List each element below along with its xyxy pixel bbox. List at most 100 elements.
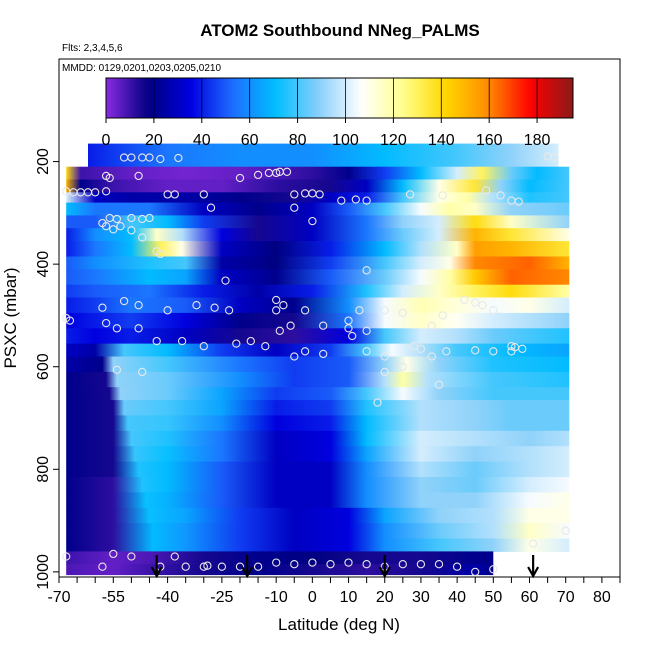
heatmap-band [66, 312, 570, 329]
colorbar-tick-label: 180 [524, 132, 551, 149]
heatmap-band [66, 477, 570, 493]
observation-point [561, 526, 570, 535]
observation-point [398, 362, 407, 371]
heatmap-band [66, 179, 570, 193]
observation-point [434, 380, 444, 389]
observation-point [272, 295, 281, 305]
observation-point [221, 276, 230, 285]
observation-point [138, 233, 147, 242]
observation-point [362, 560, 371, 569]
observation-point [489, 565, 498, 574]
observation-point [481, 186, 491, 195]
observation-point [163, 306, 172, 315]
observation-point [362, 347, 371, 356]
plot-frame [58, 58, 621, 578]
observation-point [279, 301, 288, 310]
observation-point [112, 324, 122, 333]
observation-point [127, 213, 136, 223]
x-tick-label: 20 [376, 589, 394, 606]
colorbar-tick-label: 80 [289, 132, 307, 149]
x-tick-label: 10 [340, 589, 358, 606]
heatmap-band [66, 538, 570, 552]
observation-point [101, 222, 111, 231]
observation-point [116, 222, 125, 231]
observation-point [471, 298, 480, 307]
observation-point [65, 316, 75, 325]
heatmap-band [66, 551, 494, 565]
heatmap-band [66, 269, 570, 286]
observation-point [109, 225, 118, 234]
heatmap-band [66, 256, 570, 270]
observation-point [514, 197, 523, 206]
observation-point [478, 301, 487, 310]
observation-point [192, 301, 201, 310]
observation-point [290, 560, 299, 569]
observation-point [460, 295, 469, 305]
observation-point [319, 321, 328, 330]
observation-point [290, 352, 299, 361]
observation-point [416, 344, 426, 353]
observation-point [98, 562, 107, 571]
heatmap-band [66, 564, 494, 576]
observation-point [152, 336, 161, 346]
flight-arrow [527, 555, 540, 579]
observation-point [101, 318, 111, 328]
observation-point [170, 552, 179, 561]
observation-point [138, 367, 147, 377]
observation-point [181, 562, 190, 571]
observation-point [319, 349, 328, 359]
heatmap-band [66, 241, 570, 258]
colorbar-tick-label: 0 [102, 132, 111, 149]
observation-point [344, 324, 353, 333]
observation-point [177, 336, 187, 346]
heatmap-band [88, 143, 559, 168]
observation-point [471, 346, 480, 355]
heatmap-band [66, 228, 570, 242]
observation-point [438, 191, 447, 200]
observation-point [203, 561, 212, 570]
observation-point [380, 306, 389, 315]
observation-point [253, 170, 263, 180]
x-tick-label: -55 [102, 589, 125, 606]
observation-point [112, 365, 122, 374]
heatmap-band [66, 400, 570, 417]
observation-point [109, 549, 118, 559]
observation-point [471, 567, 480, 577]
observation-point [290, 190, 299, 199]
observation-point [380, 367, 389, 377]
observation-point [427, 352, 436, 361]
observation-point [119, 296, 129, 306]
observation-point [507, 342, 516, 351]
heatmap-band [66, 387, 570, 401]
observation-point [145, 153, 154, 162]
observation-point [199, 190, 208, 199]
flight-arrows [150, 555, 540, 579]
y-axis: 200 400 600 800 1000 [35, 148, 59, 590]
observation-point [438, 311, 447, 320]
observation-point [174, 153, 183, 163]
x-tick-label: -10 [265, 589, 288, 606]
observation-point [398, 308, 407, 318]
observation-point [235, 562, 245, 571]
observation-point [199, 342, 208, 351]
observation-point [427, 321, 436, 330]
observation-point [134, 324, 143, 333]
observation-point [217, 562, 227, 571]
heatmap-band [66, 430, 570, 447]
observation-point [282, 167, 292, 176]
heatmap-layer [66, 143, 570, 576]
colorbar-tick-label: 40 [193, 132, 211, 149]
heatmap-band [66, 507, 570, 524]
observation-point [235, 173, 245, 183]
x-axis: -70 -55 -40 -25 -10 0 10 20 30 40 50 60 70 80 [47, 577, 621, 606]
x-tick-label: 80 [593, 589, 611, 606]
observation-point [98, 303, 107, 312]
x-tick-label: -25 [210, 589, 233, 606]
observation-point [290, 203, 299, 212]
chart-title: ATOM2 Southbound NNeg_PALMS [200, 21, 480, 40]
y-axis-label: PSXC (mbar) [1, 267, 20, 368]
observation-point [550, 153, 560, 162]
x-tick-label: -40 [156, 589, 179, 606]
observation-point [489, 347, 498, 356]
